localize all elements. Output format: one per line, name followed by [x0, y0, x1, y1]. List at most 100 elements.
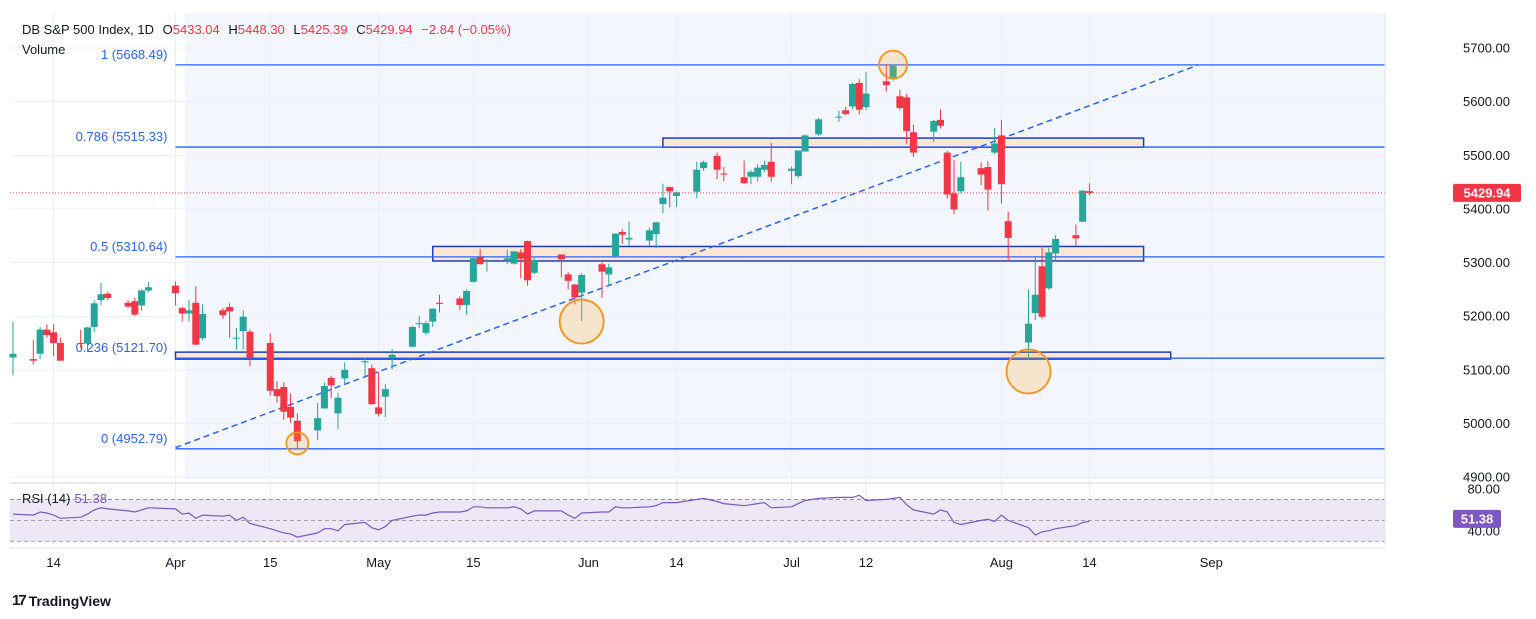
candle-body — [517, 252, 525, 259]
candle-body — [720, 173, 728, 175]
candle-body — [436, 302, 444, 304]
rsi-label: RSI (14) — [22, 491, 71, 506]
candle-body — [909, 132, 917, 153]
candle-body — [375, 407, 383, 414]
candle-body — [977, 168, 985, 175]
candle-body — [760, 164, 768, 170]
time-axis[interactable]: 14 Apr 15 May 15 Jun 14 Jul 12 Aug 14 Sep — [10, 547, 1385, 570]
candle-body — [368, 368, 376, 405]
last-price-tag — [1453, 183, 1521, 202]
fibonacci-levels: 1 (5668.49) 0.786 (5515.33) 0.5 (5310.64) 0… — [76, 47, 1385, 450]
candle-body — [199, 314, 207, 339]
candle-body — [314, 418, 322, 431]
highlight-circle — [285, 431, 310, 456]
price-axis-tick: 5100.00 — [1463, 362, 1510, 377]
candle-body — [862, 93, 870, 108]
candle-body — [415, 323, 423, 325]
candle-body — [138, 290, 146, 306]
candle-body — [794, 150, 802, 177]
rsi-value-tag — [1453, 509, 1501, 528]
rsi-axis-tick: 80.00 — [1467, 482, 1500, 497]
sr-zone — [174, 351, 1172, 360]
candle-body — [320, 385, 328, 409]
time-axis-tick: Apr — [165, 555, 186, 570]
highlight-circles — [285, 49, 1052, 456]
candle-body — [578, 274, 586, 293]
candle-body — [598, 264, 606, 272]
candle-body — [192, 302, 200, 345]
candle-body — [273, 389, 281, 397]
candle-body — [293, 420, 301, 442]
candle-body — [246, 331, 254, 358]
candle-body — [185, 310, 193, 314]
time-axis-tick: Jul — [783, 555, 800, 570]
candle-body — [1025, 323, 1032, 343]
candle-body — [429, 308, 437, 322]
candle-body — [36, 329, 44, 354]
trendline — [175, 64, 1199, 449]
candle-body — [903, 97, 911, 132]
fib-level-label: 0.5 (5310.64) — [90, 239, 167, 254]
candle-body — [788, 168, 796, 171]
candle-body — [618, 231, 626, 235]
dashed-trendline — [175, 64, 1199, 449]
candle-body — [266, 343, 274, 391]
candle-body — [713, 155, 721, 170]
candle-body — [1004, 221, 1012, 238]
candle-body — [612, 233, 620, 257]
candle-body — [659, 197, 667, 205]
price-axis-tick: 5000.00 — [1463, 416, 1510, 431]
candle-body — [50, 332, 58, 344]
candle-body — [991, 143, 999, 153]
candle-body — [476, 257, 484, 265]
candle-body — [77, 343, 85, 345]
candle-body — [341, 369, 349, 379]
rsi-legend: RSI (14) 51.38 — [22, 491, 107, 506]
candle-body — [835, 116, 843, 118]
candle-body — [754, 167, 762, 177]
candle-body — [645, 230, 653, 241]
candle-body — [124, 302, 132, 307]
fib-level-label: 0.236 (5121.70) — [76, 340, 168, 355]
candle-body — [97, 294, 105, 301]
candle-body — [1085, 191, 1093, 193]
candle-body — [848, 83, 856, 107]
fib-level-label: 0.786 (5515.33) — [76, 129, 168, 144]
time-axis-tick: 14 — [669, 555, 683, 570]
candle-body — [842, 110, 850, 114]
candle-body — [131, 301, 139, 315]
candle-body — [571, 284, 579, 298]
time-axis-tick: 14 — [46, 555, 60, 570]
volume-label: Volume — [22, 42, 66, 57]
candle-body — [510, 251, 518, 264]
grid — [10, 13, 1385, 545]
candle-body — [408, 326, 416, 347]
candle-body — [483, 260, 491, 262]
candle-body — [226, 307, 234, 312]
last-price-line: 5429.94 — [10, 183, 1521, 202]
candle-body — [503, 258, 511, 260]
change-value: −2.84 (−0.05%) — [421, 22, 511, 37]
symbol-title: DB S&P 500 Index, 1D — [22, 22, 155, 37]
candle-body — [957, 177, 965, 192]
candle-body — [740, 177, 748, 184]
price-axis[interactable]: 5700.00 5600.00 5500.00 5400.00 5300.00 5200.… — [1384, 13, 1510, 545]
time-axis-tick: May — [366, 555, 391, 570]
candle-body — [943, 152, 951, 195]
candle-body — [83, 327, 91, 344]
high-label: H — [228, 22, 238, 37]
candle-body — [930, 120, 938, 132]
candle-body — [456, 298, 464, 305]
highlight-circle — [1005, 348, 1052, 395]
time-axis-tick: Aug — [990, 555, 1013, 570]
fib-level-label: 0 (4952.79) — [101, 431, 168, 446]
candle-body — [469, 258, 477, 282]
candle-body — [1052, 238, 1060, 254]
tradingview-brand[interactable]: 17 TradingView — [12, 592, 111, 609]
candle-body — [747, 171, 755, 177]
candle-body — [889, 65, 897, 78]
candles — [9, 64, 1093, 449]
candle-body — [280, 387, 288, 412]
